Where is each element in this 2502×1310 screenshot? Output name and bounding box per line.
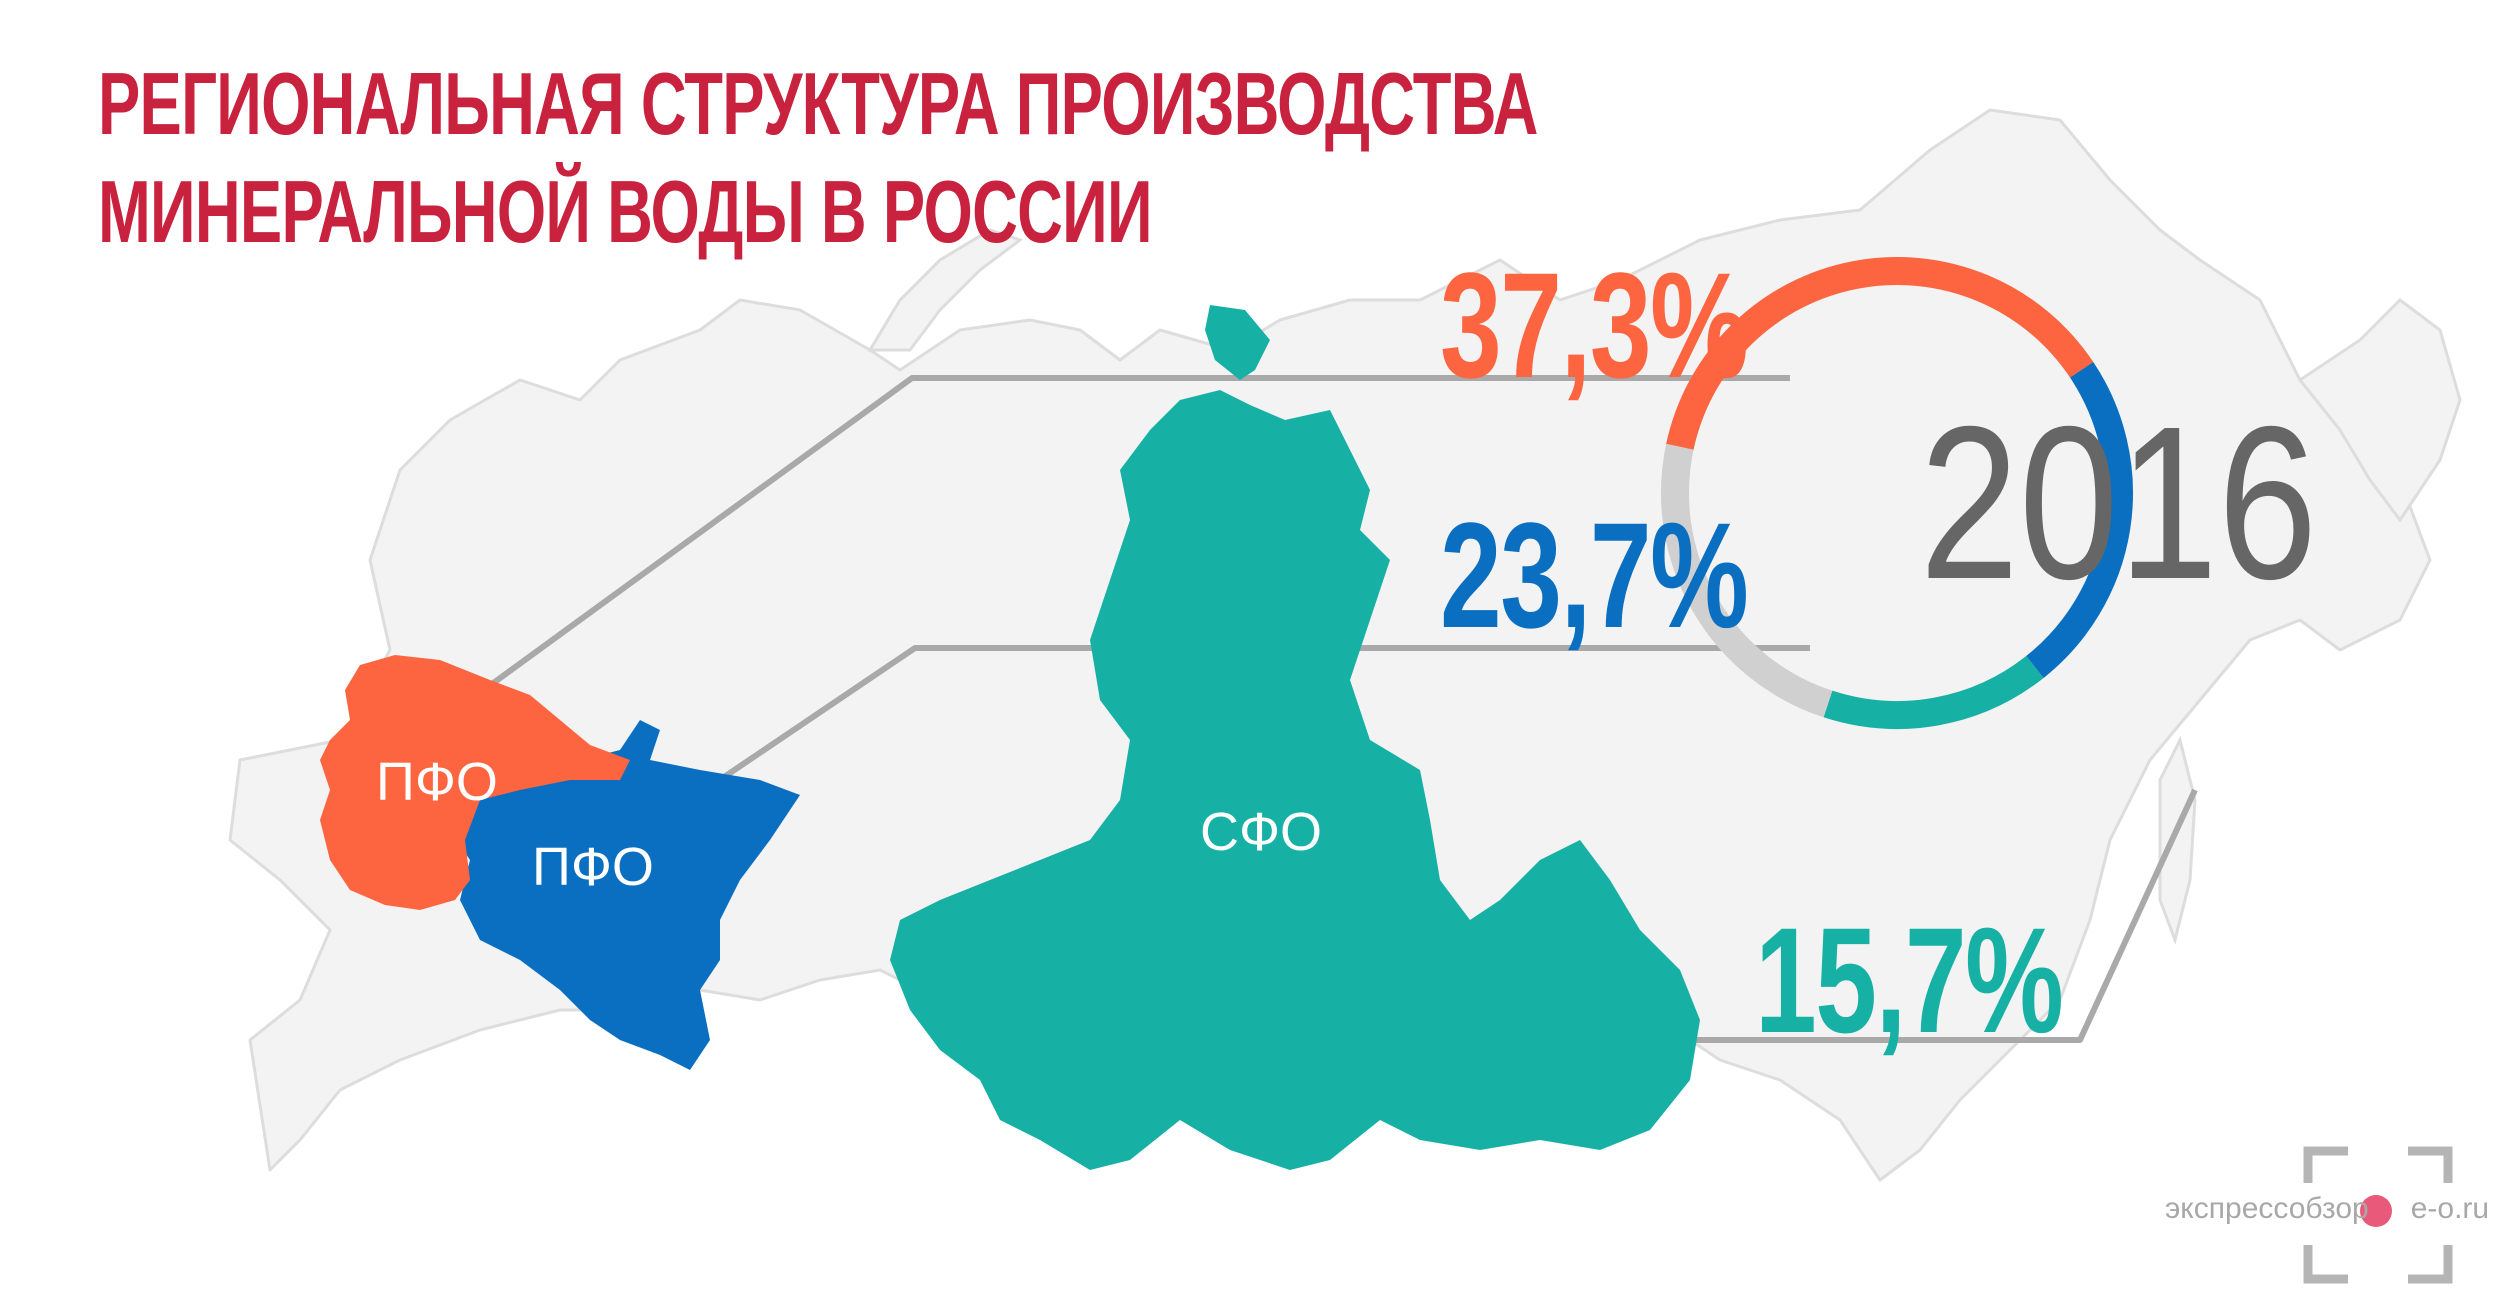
connector-orange (468, 375, 1790, 703)
region-pfo-blue[interactable] (450, 720, 800, 1070)
novaya-zemlya-outline (867, 228, 1024, 352)
percent-pfo-orange: 37,3% (1440, 241, 1749, 409)
donut-segment-orange (1666, 257, 2094, 450)
pfo-orange-shape (320, 655, 630, 910)
connector-teal (1640, 788, 2198, 1043)
label-pfo-orange: ПФО (376, 752, 498, 812)
percent-pfo-blue: 23,7% (1440, 491, 1749, 659)
label-sfo: СФО (1200, 802, 1323, 862)
donut-segment-gray_ring (1661, 443, 1833, 718)
connector-blue (688, 645, 1810, 803)
focus-frame-icon (2303, 1146, 2453, 1284)
donut-segment-teal (1823, 655, 2044, 729)
region-sfo[interactable] (890, 305, 1700, 1170)
title-line-1: РЕГИОНАЛЬНАЯ СТРУКТУРА ПРОИЗВОДСТВА (98, 54, 1538, 153)
logo-text: экспрессобзор e-o.ru (2165, 1192, 2489, 1226)
logo-domain: e-o.ru (2410, 1192, 2490, 1225)
page-title: РЕГИОНАЛЬНАЯ СТРУКТУРА ПРОИЗВОДСТВА МИНЕ… (98, 50, 1538, 266)
pfo-blue-shape (450, 720, 800, 1070)
connector-lines (468, 375, 2198, 1043)
year-donut (1661, 257, 2133, 729)
region-pfo-orange[interactable] (320, 655, 630, 910)
logo-dot-icon (2360, 1195, 2392, 1227)
label-pfo-blue: ПФО (532, 837, 654, 897)
logo-name: экспрессобзор (2165, 1192, 2369, 1225)
year-label: 2016 (1920, 395, 2318, 613)
sfo-shape (890, 305, 1700, 1170)
percent-sfo: 15,7% (1755, 896, 2064, 1064)
sakhalin-outline (2158, 735, 2197, 946)
donut-segment-blue (2026, 361, 2133, 678)
kamchatka-outline (2297, 298, 2462, 523)
title-line-2: МИНЕРАЛЬНОЙ ВОДЫ В РОССИИ (98, 162, 1153, 261)
